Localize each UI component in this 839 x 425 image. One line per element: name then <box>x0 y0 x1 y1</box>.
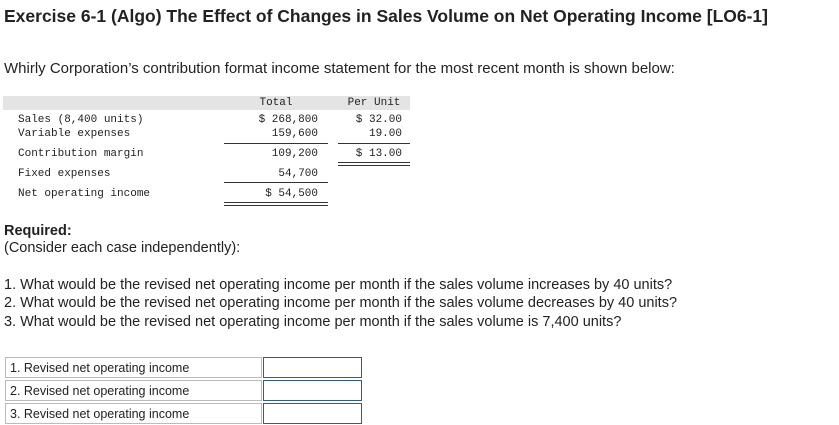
total-value: 54,700 <box>278 168 318 180</box>
underline <box>338 143 410 144</box>
underline <box>224 182 328 183</box>
total-value: 109,200 <box>271 148 318 160</box>
per-unit-value: 19.00 <box>368 128 402 140</box>
title: Exercise 6-1 (Algo) The Effect of Change… <box>4 6 768 26</box>
intro: Whirly Corporation’s contribution format… <box>4 60 675 77</box>
total-value: 159,600 <box>271 128 318 140</box>
row-label: Contribution margin <box>18 148 144 160</box>
answer-label: 2. Revised net operating income <box>5 380 262 401</box>
page: Exercise 6-1 (Algo) The Effect of Change… <box>3 6 768 424</box>
answer-label: 1. Revised net operating income <box>5 357 262 378</box>
table-header-band <box>3 96 410 110</box>
double-underline <box>224 202 328 203</box>
double-underline <box>224 205 328 206</box>
row-label: Variable expenses <box>18 128 131 140</box>
total-value: $ 54,500 <box>265 188 318 200</box>
total-value: $ 268,800 <box>258 114 318 126</box>
per-unit-value: $ 32.00 <box>355 114 402 126</box>
column-header: Per Unit <box>347 97 401 109</box>
column-header: Total <box>259 97 293 109</box>
question: 1. What would be the revised net operati… <box>4 277 673 293</box>
row-label: Net operating income <box>18 188 151 200</box>
double-underline <box>338 162 410 163</box>
row-label: Fixed expenses <box>18 168 111 180</box>
underline <box>224 143 328 144</box>
question: 2. What would be the revised net operati… <box>4 295 678 311</box>
required-note: (Consider each case independently): <box>4 240 241 256</box>
answer-input[interactable] <box>263 357 362 378</box>
required-heading: Required: <box>4 223 72 239</box>
answer-input[interactable] <box>263 380 362 401</box>
row-label: Sales (8,400 units) <box>18 114 144 126</box>
question: 3. What would be the revised net operati… <box>4 314 622 330</box>
double-underline <box>338 165 410 166</box>
answer-label: 3. Revised net operating income <box>5 403 262 424</box>
answer-input[interactable] <box>263 403 362 424</box>
per-unit-value: $ 13.00 <box>355 148 402 160</box>
